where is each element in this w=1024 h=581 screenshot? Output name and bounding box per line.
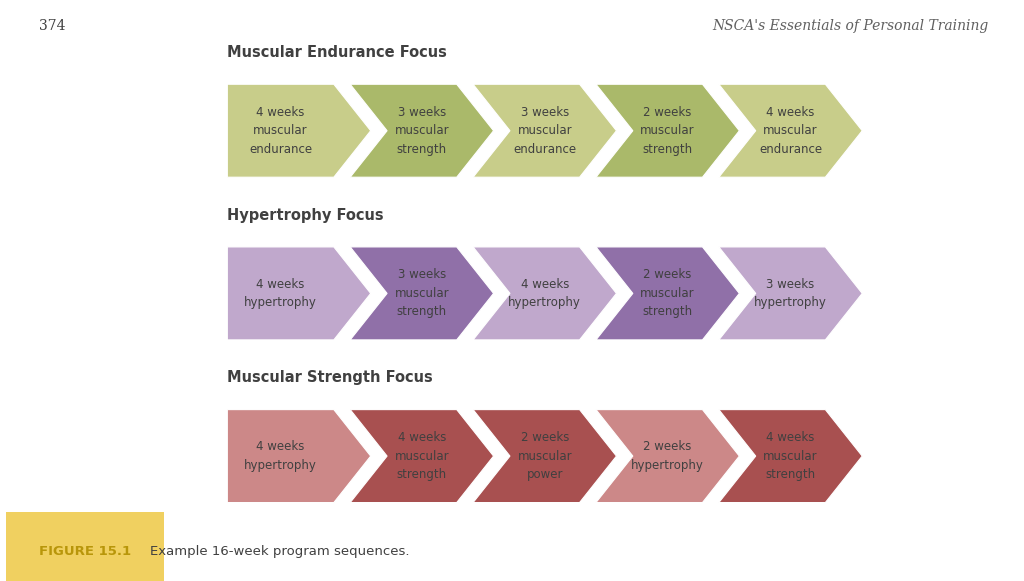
Text: NSCA's Essentials of Personal Training: NSCA's Essentials of Personal Training bbox=[712, 19, 988, 33]
Text: muscular: muscular bbox=[394, 124, 450, 137]
Polygon shape bbox=[350, 410, 494, 503]
Text: 3 weeks: 3 weeks bbox=[766, 278, 815, 290]
Text: muscular: muscular bbox=[763, 124, 818, 137]
Text: 3 weeks: 3 weeks bbox=[520, 106, 569, 119]
Polygon shape bbox=[596, 84, 739, 177]
Text: endurance: endurance bbox=[759, 143, 822, 156]
Text: 4 weeks: 4 weeks bbox=[397, 431, 446, 444]
Text: 3 weeks: 3 weeks bbox=[397, 106, 446, 119]
Polygon shape bbox=[596, 410, 739, 503]
Text: 4 weeks: 4 weeks bbox=[766, 106, 815, 119]
Polygon shape bbox=[227, 247, 371, 340]
Text: strength: strength bbox=[643, 306, 692, 318]
Text: 4 weeks: 4 weeks bbox=[520, 278, 569, 290]
Polygon shape bbox=[350, 247, 494, 340]
Text: 2 weeks: 2 weeks bbox=[643, 268, 692, 281]
Polygon shape bbox=[719, 247, 862, 340]
Polygon shape bbox=[719, 410, 862, 503]
Polygon shape bbox=[227, 84, 371, 177]
Text: power: power bbox=[526, 468, 563, 481]
Text: 2 weeks: 2 weeks bbox=[520, 431, 569, 444]
Text: Hypertrophy Focus: Hypertrophy Focus bbox=[227, 207, 384, 223]
Polygon shape bbox=[350, 84, 494, 177]
Text: hypertrophy: hypertrophy bbox=[631, 459, 705, 472]
Text: hypertrophy: hypertrophy bbox=[754, 296, 827, 309]
Text: strength: strength bbox=[643, 143, 692, 156]
Text: Example 16-week program sequences.: Example 16-week program sequences. bbox=[150, 546, 409, 558]
Text: 4 weeks: 4 weeks bbox=[766, 431, 815, 444]
Text: strength: strength bbox=[766, 468, 815, 481]
Text: muscular: muscular bbox=[640, 124, 695, 137]
Text: hypertrophy: hypertrophy bbox=[244, 459, 317, 472]
Text: 3 weeks: 3 weeks bbox=[397, 268, 446, 281]
Text: Muscular Endurance Focus: Muscular Endurance Focus bbox=[227, 45, 447, 60]
Text: 4 weeks: 4 weeks bbox=[256, 106, 305, 119]
Text: 374: 374 bbox=[39, 19, 66, 33]
Text: 4 weeks: 4 weeks bbox=[256, 440, 305, 453]
Text: endurance: endurance bbox=[249, 143, 312, 156]
Text: muscular: muscular bbox=[394, 287, 450, 300]
Text: muscular: muscular bbox=[517, 450, 572, 462]
Polygon shape bbox=[473, 410, 616, 503]
Text: muscular: muscular bbox=[253, 124, 308, 137]
Text: strength: strength bbox=[397, 306, 446, 318]
Text: strength: strength bbox=[397, 143, 446, 156]
Text: strength: strength bbox=[397, 468, 446, 481]
Text: muscular: muscular bbox=[517, 124, 572, 137]
Text: 2 weeks: 2 weeks bbox=[643, 106, 692, 119]
Text: muscular: muscular bbox=[763, 450, 818, 462]
Polygon shape bbox=[473, 84, 616, 177]
Text: 2 weeks: 2 weeks bbox=[643, 440, 692, 453]
Polygon shape bbox=[596, 247, 739, 340]
Text: Muscular Strength Focus: Muscular Strength Focus bbox=[227, 370, 433, 385]
Text: hypertrophy: hypertrophy bbox=[244, 296, 317, 309]
Polygon shape bbox=[473, 247, 616, 340]
Text: FIGURE 15.1: FIGURE 15.1 bbox=[39, 546, 131, 558]
Polygon shape bbox=[227, 410, 371, 503]
Polygon shape bbox=[719, 84, 862, 177]
Text: muscular: muscular bbox=[394, 450, 450, 462]
Text: endurance: endurance bbox=[513, 143, 577, 156]
Text: hypertrophy: hypertrophy bbox=[508, 296, 582, 309]
Text: 4 weeks: 4 weeks bbox=[256, 278, 305, 290]
Text: muscular: muscular bbox=[640, 287, 695, 300]
